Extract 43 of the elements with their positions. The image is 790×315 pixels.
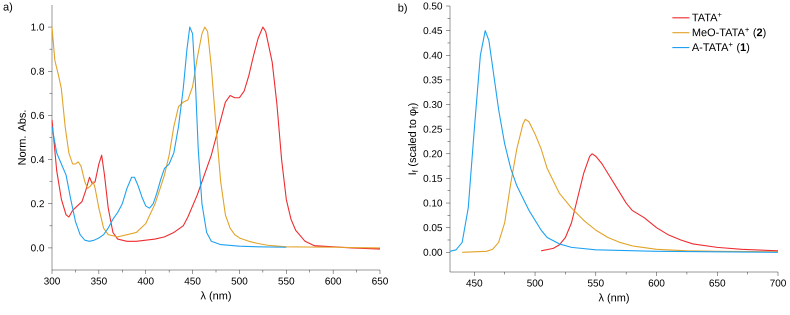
y-tick-label: 0.8	[31, 68, 44, 75]
y-tick-label: 0.45	[423, 27, 442, 34]
x-tick-label: 650	[372, 278, 388, 285]
x-tick-label: 550	[588, 280, 604, 287]
y-tick-label: 0.20	[423, 150, 442, 158]
y-tick-label: 0.30	[423, 100, 442, 108]
x-tick-label: 450	[466, 280, 482, 287]
legend-label: MeO-TATA$^{+}$ (2)	[692, 28, 766, 38]
x-tick-label: 350	[90, 278, 107, 285]
x-tick-label: 700	[770, 280, 786, 287]
x-tick-label: 550	[278, 278, 294, 285]
y-tick-label: 0.15	[423, 174, 442, 182]
x-tick-label: 300	[44, 278, 60, 285]
legend-label: TATA$^{+}$	[692, 12, 722, 22]
line-series	[540, 153, 779, 252]
y-tick-label: 0.25	[423, 126, 442, 133]
x-tick-label: 450	[184, 278, 200, 285]
y-tick-label: 0.40	[423, 52, 442, 59]
y-tick-label: 0.0	[31, 244, 44, 252]
x-axis-title: λ (nm)	[200, 291, 231, 302]
y-tick-label: 0.4	[31, 156, 44, 164]
x-tick-label: 650	[709, 280, 726, 287]
y-tick-label: 0.05	[423, 224, 442, 232]
x-tick-label: 500	[527, 280, 543, 287]
chart-title: a)	[4, 2, 12, 13]
chart-title: b)	[398, 4, 407, 14]
y-tick-label: 0.10	[423, 200, 442, 207]
y-tick-label: 0.50	[423, 2, 442, 10]
line-series	[462, 118, 779, 253]
y-tick-label: 0.00	[423, 248, 442, 256]
y-axis-title: I$_{f}$ (scaled to φ$_{f}$)	[408, 103, 418, 174]
x-tick-label: 600	[325, 278, 342, 285]
x-tick-label: 600	[648, 280, 664, 287]
x-tick-label: 400	[138, 278, 154, 285]
line-series	[51, 26, 287, 248]
legend-label: A-TATA$^{+}$ (1)	[692, 42, 750, 54]
y-tick-label: 1.0	[31, 24, 44, 31]
y-axis-title: Norm. Abs.	[18, 110, 26, 165]
y-tick-label: 0.2	[31, 200, 44, 208]
y-tick-label: 0.35	[423, 76, 442, 84]
x-axis-title: λ (nm)	[598, 293, 629, 304]
x-tick-label: 500	[232, 278, 248, 285]
y-tick-label: 0.6	[31, 112, 44, 119]
